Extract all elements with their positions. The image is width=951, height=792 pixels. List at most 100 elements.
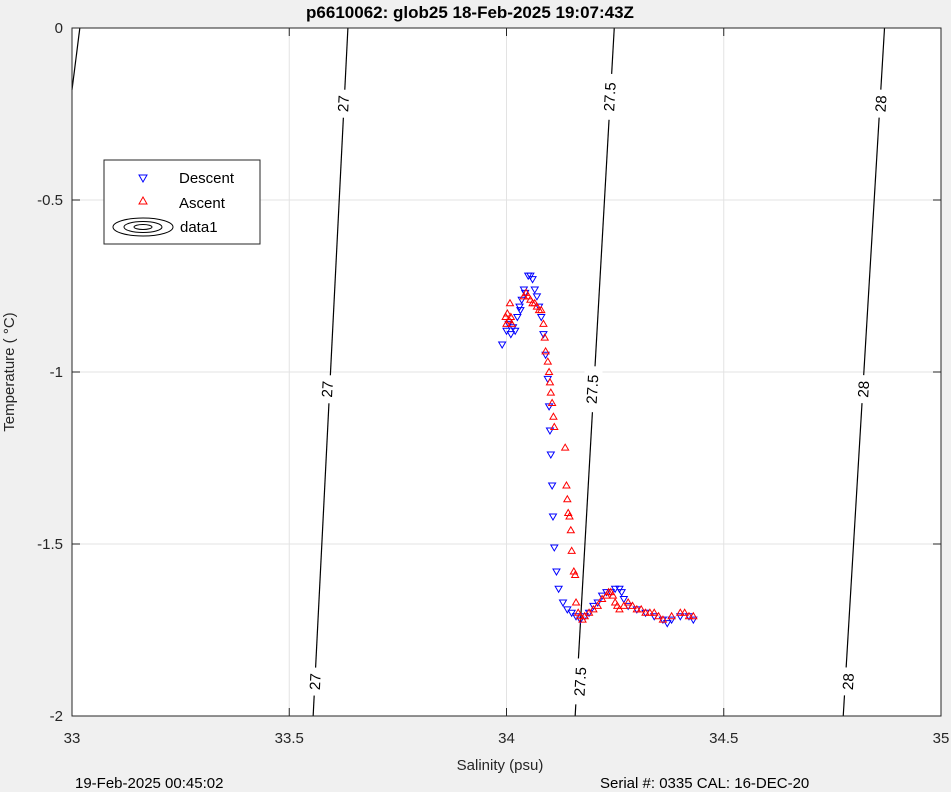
ascent-point	[505, 298, 515, 307]
legend-box	[103, 159, 261, 245]
ascent-point	[506, 312, 516, 320]
ascent-point	[544, 367, 554, 375]
legend-descent-label: Descent	[179, 170, 235, 187]
ascent-point	[546, 388, 556, 396]
descent-point	[558, 599, 568, 607]
ascent-point	[530, 298, 540, 307]
ascent-point	[654, 611, 663, 620]
ascent-point	[526, 295, 535, 303]
contour-label-gap	[570, 658, 591, 706]
ascent-point	[623, 597, 633, 606]
contour-label: 28	[855, 380, 873, 398]
contour-label: 27.5	[584, 374, 603, 404]
contour-label-gap	[305, 667, 326, 697]
ascent-point	[549, 422, 559, 431]
ascent-point	[532, 302, 542, 310]
descent-point	[548, 513, 558, 521]
y-axis-label: Temperature ( °C)	[1, 312, 18, 431]
y-tick-label: -0.5	[37, 192, 63, 209]
ascent-point	[543, 357, 553, 365]
data-points	[497, 272, 698, 628]
ascent-point	[645, 608, 655, 616]
legend-descent-marker	[138, 174, 148, 184]
ascent-point	[549, 412, 558, 420]
ascent-point	[684, 611, 694, 620]
x-tick-label: 35	[933, 730, 950, 747]
ascent-point	[540, 333, 550, 341]
descent-point	[667, 616, 676, 625]
descent-point	[541, 351, 550, 360]
descent-point	[610, 585, 620, 594]
ascent-point	[675, 608, 685, 616]
ascent-point	[545, 377, 555, 386]
descent-point	[516, 307, 525, 315]
descent-point	[662, 620, 672, 628]
descent-point	[536, 313, 546, 322]
ascent-point	[523, 291, 533, 300]
ascent-point	[541, 346, 550, 355]
contour-label-gap	[599, 73, 621, 121]
descent-point	[675, 613, 685, 621]
ascent-point	[502, 309, 512, 317]
ascent-point	[560, 443, 570, 451]
ascent-point	[575, 611, 585, 620]
ascent-point	[570, 570, 580, 578]
descent-point	[546, 451, 556, 460]
ascent-point	[688, 611, 698, 620]
y-tick-label: -1.5	[37, 536, 63, 553]
ascent-point	[547, 398, 557, 406]
contour-label-gap	[871, 89, 891, 119]
axis-ticks: 33 33.5 34 34.5 35 0 -0.5 -1 -1.5 -2	[37, 20, 949, 747]
descent-point	[497, 341, 507, 349]
x-tick-label: 34.5	[709, 730, 738, 747]
y-tick-label: -2	[50, 708, 63, 725]
descent-point	[547, 482, 557, 491]
ascent-point	[539, 319, 548, 327]
contour-label: 28	[873, 95, 891, 113]
descent-point	[530, 286, 540, 294]
ascent-point	[507, 319, 517, 327]
ascent-point	[608, 591, 618, 599]
density-contour-line	[312, 27, 349, 717]
contour-label: 28	[840, 673, 858, 691]
descent-point	[512, 313, 522, 322]
descent-point	[593, 599, 603, 607]
descent-point	[688, 616, 698, 625]
ascent-point	[610, 597, 620, 606]
contour-label: 27	[307, 673, 325, 691]
contour-label-gap	[333, 89, 354, 119]
descent-point	[528, 276, 537, 284]
ascent-point	[565, 511, 574, 520]
footer-timestamp: 19-Feb-2025 00:45:02	[75, 775, 223, 792]
ascent-point	[641, 608, 650, 616]
y-tick-label: 0	[55, 20, 63, 37]
ascent-point	[606, 587, 616, 596]
legend: Descent Ascent data1	[103, 159, 261, 245]
contour-label-gap	[582, 365, 603, 413]
y-tick-label: -1	[50, 364, 63, 381]
ascent-point	[658, 615, 668, 623]
descent-point	[549, 544, 559, 552]
density-contour-line	[71, 27, 81, 90]
ascent-point	[566, 525, 576, 534]
descent-point	[575, 616, 585, 625]
ascent-point	[573, 608, 583, 616]
ascent-point	[567, 546, 577, 554]
descent-point	[545, 427, 555, 435]
legend-ascent-label: Ascent	[179, 195, 226, 212]
contour-label: 27	[335, 95, 353, 113]
ascent-point	[536, 305, 546, 314]
legend-contour-icon	[112, 217, 174, 237]
legend-data1-label: data1	[180, 219, 218, 236]
ascent-point	[521, 288, 531, 296]
contour-label: 27.5	[601, 82, 620, 112]
x-axis-label: Salinity (psu)	[457, 757, 544, 774]
descent-point	[554, 585, 564, 594]
descent-point	[510, 327, 520, 336]
ascent-point	[680, 608, 690, 616]
descent-point	[584, 609, 594, 618]
x-tick-label: 34	[498, 730, 515, 747]
ascent-point	[649, 608, 659, 616]
descent-point	[506, 331, 516, 339]
